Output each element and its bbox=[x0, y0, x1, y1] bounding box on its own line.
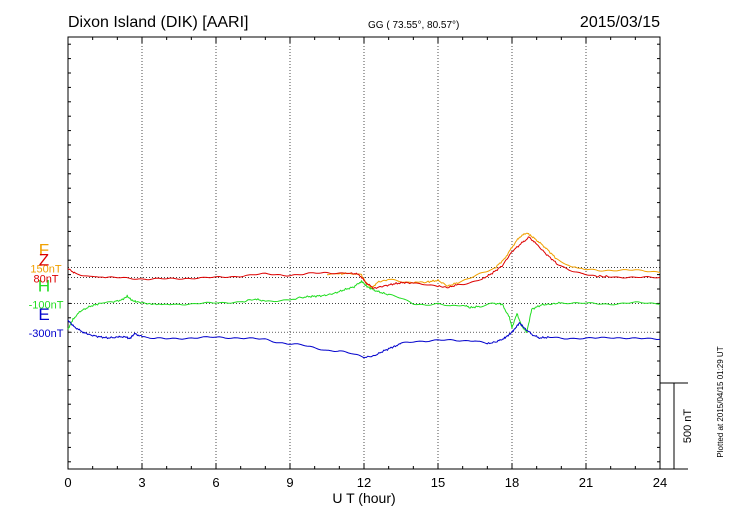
station-coords: GG ( 73.55°, 80.57°) bbox=[368, 20, 459, 31]
y-axis-ticks bbox=[68, 43, 660, 463]
x-tick-label: 15 bbox=[431, 475, 445, 490]
series-H-baseline-label: -100nT bbox=[29, 299, 64, 311]
plotted-at-note: Plotted at 2015/04/15 01:29 UT bbox=[716, 346, 725, 457]
series-Z-baseline-label: 80nT bbox=[33, 273, 58, 285]
x-axis-label: U T (hour) bbox=[332, 490, 395, 506]
series-F-name: F bbox=[39, 240, 49, 259]
scale-bar-label: 500 nT bbox=[682, 409, 694, 444]
series-E-baseline-label: -300nT bbox=[29, 328, 64, 340]
grid-lines bbox=[68, 37, 660, 469]
series-H-line bbox=[67, 280, 661, 333]
x-tick-label: 12 bbox=[357, 475, 371, 490]
x-tick-label: 0 bbox=[64, 475, 71, 490]
series-H-name: H bbox=[38, 276, 50, 295]
scale-bar bbox=[660, 382, 688, 470]
series-Z-name: Z bbox=[39, 250, 49, 269]
x-tick-label: 24 bbox=[653, 475, 667, 490]
series-layer bbox=[67, 232, 661, 359]
series-E-name: E bbox=[38, 305, 49, 324]
x-tick-label: 3 bbox=[138, 475, 145, 490]
x-axis-ticks: 0 3 6 9 12 15 18 21 24 bbox=[64, 37, 667, 490]
plot-date: 2015/03/15 bbox=[580, 14, 660, 31]
series-Z-line bbox=[67, 236, 661, 290]
x-tick-label: 9 bbox=[286, 475, 293, 490]
series-F-baseline-label: 150nT bbox=[30, 263, 61, 275]
x-tick-label: 18 bbox=[505, 475, 519, 490]
x-tick-label: 21 bbox=[579, 475, 593, 490]
station-title: Dixon Island (DIK) [AARI] bbox=[68, 14, 249, 31]
x-tick-label: 6 bbox=[212, 475, 219, 490]
series-F-line bbox=[326, 232, 661, 288]
series-E-line bbox=[67, 319, 661, 359]
